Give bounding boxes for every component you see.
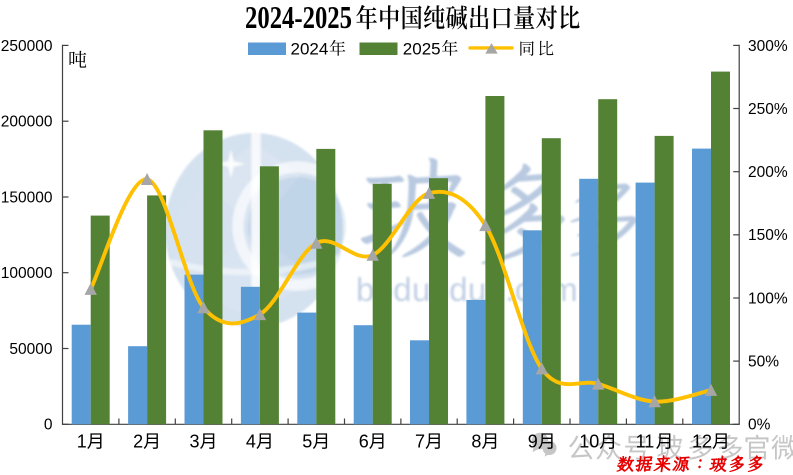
svg-text:11: 11 [636,432,655,452]
svg-text:200%: 200% [748,164,788,181]
svg-text:2: 2 [133,432,143,452]
svg-text:50%: 50% [748,354,779,371]
svg-text:2025: 2025 [403,40,441,59]
svg-text:1: 1 [77,432,87,452]
svg-text:6: 6 [359,432,369,452]
svg-text:0: 0 [44,417,53,434]
svg-text:150%: 150% [748,227,788,244]
svg-text:0%: 0% [748,417,771,434]
svg-text:50000: 50000 [9,341,52,358]
svg-text:250%: 250% [748,101,788,118]
svg-text:7: 7 [415,432,425,452]
svg-text:3: 3 [190,432,200,452]
svg-text:100%: 100% [748,290,788,307]
svg-text:5: 5 [302,432,312,452]
svg-text:9: 9 [528,432,538,452]
svg-text:2024: 2024 [291,40,329,59]
svg-text:300%: 300% [748,38,788,55]
svg-text:12: 12 [692,432,712,452]
svg-text:150000: 150000 [1,189,53,206]
svg-text:250000: 250000 [1,38,53,55]
svg-text:10: 10 [579,432,599,452]
svg-text:4: 4 [246,432,256,452]
svg-text:8: 8 [471,432,481,452]
svg-text:200000: 200000 [1,114,53,131]
svg-text:100000: 100000 [1,265,53,282]
svg-text:2024-2025: 2024-2025 [245,0,352,35]
